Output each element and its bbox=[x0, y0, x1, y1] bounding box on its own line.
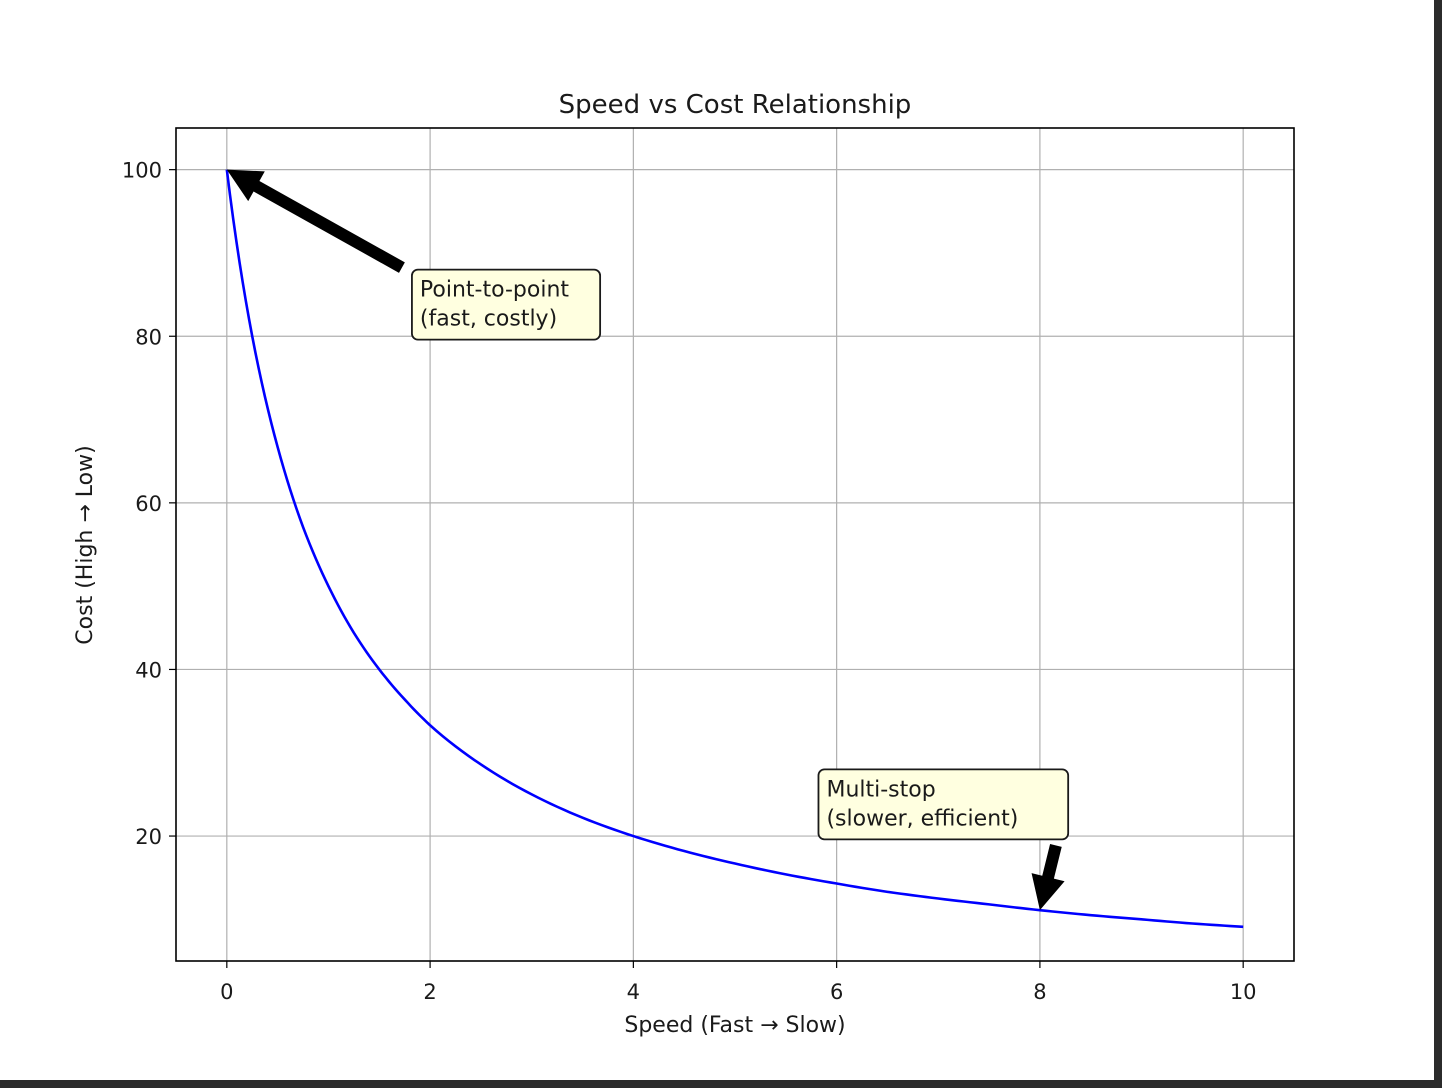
chart-title: Speed vs Cost Relationship bbox=[559, 90, 912, 120]
y-tick-label-1: 40 bbox=[135, 658, 162, 682]
x-tick-label-3: 6 bbox=[830, 980, 843, 1004]
annotation-text-0-1: (fast, costly) bbox=[420, 307, 557, 332]
y-tick-label-0: 20 bbox=[135, 825, 162, 849]
ticks-group: 0 2 4 6 8 10 20 40 60 80 100 bbox=[122, 159, 1257, 1004]
annotation-box-1 bbox=[817, 768, 1070, 841]
x-tick-label-4: 8 bbox=[1033, 980, 1046, 1004]
annotation-text-1-1: (slower, efficient) bbox=[826, 806, 1018, 831]
annotation-arrow-0 bbox=[226, 169, 405, 273]
y-tick-label-3: 80 bbox=[135, 325, 162, 349]
series-line-0 bbox=[225, 169, 1244, 929]
y-tick-label-2: 60 bbox=[135, 492, 162, 516]
x-tick-label-2: 4 bbox=[627, 980, 640, 1004]
annotation-box-0 bbox=[411, 268, 602, 341]
x-tick-label-0: 0 bbox=[220, 980, 233, 1004]
x-tick-label-1: 2 bbox=[423, 980, 436, 1004]
plot-frame bbox=[175, 127, 1295, 962]
x-tick-label-5: 10 bbox=[1230, 980, 1257, 1004]
annotation-text-0-0: Point-to-point bbox=[420, 278, 569, 303]
annotations-group: Point-to-point (fast, costly) Multi-stop (s… bbox=[226, 169, 1070, 911]
y-axis-label: Cost (High → Low) bbox=[73, 445, 98, 644]
annotation-arrow-1 bbox=[1031, 843, 1065, 911]
series-group bbox=[225, 169, 1244, 929]
annotation-text-1-0: Multi-stop bbox=[826, 777, 935, 802]
y-tick-label-4: 100 bbox=[122, 159, 162, 183]
x-axis-label: Speed (Fast → Slow) bbox=[624, 1013, 845, 1038]
grid-lines bbox=[176, 128, 1294, 961]
